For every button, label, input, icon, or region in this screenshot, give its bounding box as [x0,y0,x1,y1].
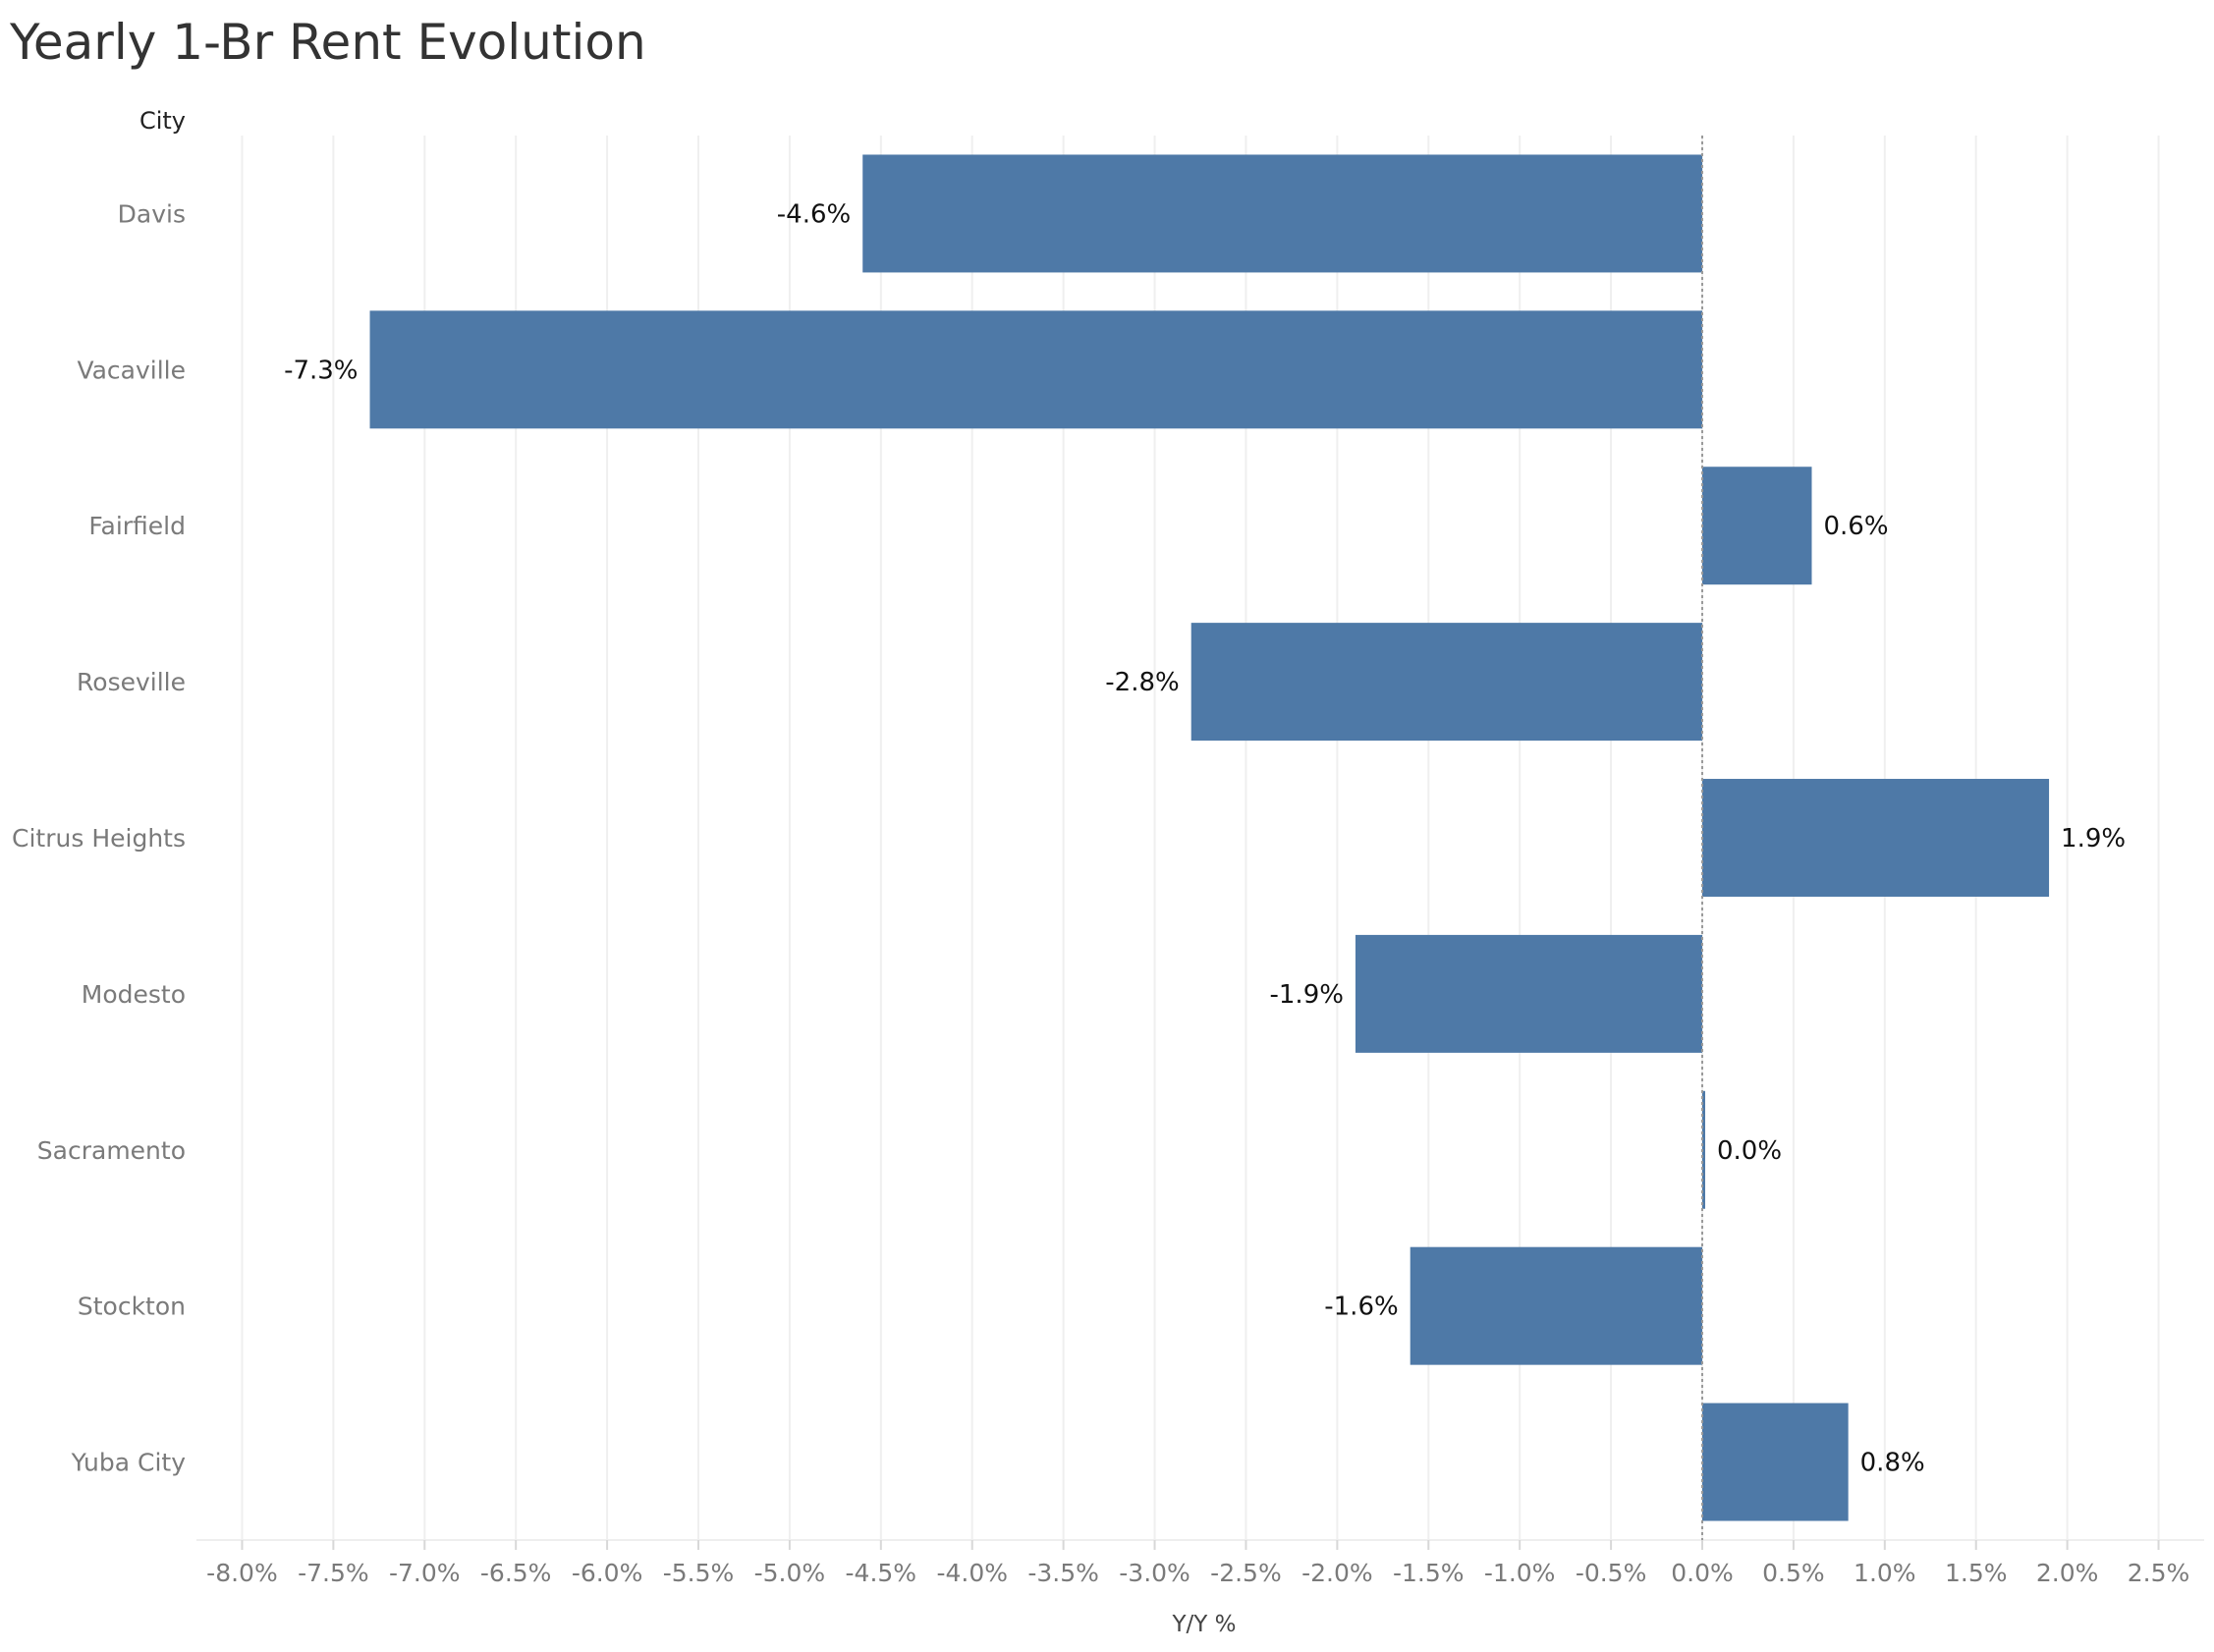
bar [1702,1090,1705,1209]
row-header: City [139,107,186,135]
x-tick-label: -4.0% [936,1559,1008,1587]
data-label: 1.9% [2061,824,2126,854]
category-label: Yuba City [71,1449,187,1477]
x-tick-label: -1.5% [1393,1559,1465,1587]
category-label: Stockton [78,1293,186,1321]
category-label: Modesto [82,980,186,1009]
bar [1355,934,1702,1053]
bar [862,154,1702,273]
category-label: Citrus Heights [12,824,186,853]
x-tick-label: -1.0% [1484,1559,1556,1587]
category-label: Vacaville [77,356,186,384]
x-tick-label: -8.0% [206,1559,278,1587]
x-tick-label: -7.0% [389,1559,461,1587]
category-label: Sacramento [37,1136,186,1165]
data-label: -2.8% [1105,668,1179,697]
category-label: Davis [118,199,186,228]
x-tick-label: -6.5% [480,1559,552,1587]
chart-title: Yearly 1-Br Rent Evolution [10,14,646,71]
x-tick-label: -5.5% [663,1559,735,1587]
data-label: 0.0% [1717,1136,1782,1166]
category-label: Fairfield [88,512,186,540]
bar [1190,623,1702,742]
x-tick-label: -6.0% [572,1559,643,1587]
x-tick-label: -5.0% [754,1559,826,1587]
data-label: -1.9% [1270,980,1344,1010]
data-label: -7.3% [284,356,358,385]
x-tick-label: -2.0% [1301,1559,1373,1587]
data-label: 0.6% [1823,512,1888,541]
x-tick-label: -4.5% [846,1559,917,1587]
bar [1702,1403,1849,1521]
bar [1410,1246,1702,1365]
x-tick-label: 0.0% [1671,1559,1734,1587]
x-tick-label: 0.5% [1762,1559,1825,1587]
data-label: -4.6% [777,199,851,229]
x-tick-label: -3.5% [1027,1559,1099,1587]
x-tick-label: -7.5% [298,1559,369,1587]
category-label: Roseville [77,668,186,696]
data-label: 0.8% [1860,1449,1925,1478]
x-tick-label: -3.0% [1119,1559,1190,1587]
x-axis-title: Y/Y % [1171,1612,1236,1637]
bars [369,154,2050,1521]
x-tick-label: 1.5% [1945,1559,2008,1587]
x-tick-label: -2.5% [1210,1559,1282,1587]
data-label: -1.6% [1324,1293,1398,1322]
x-tick-label: -0.5% [1576,1559,1647,1587]
x-tick-label: 2.5% [2128,1559,2190,1587]
bar [1702,467,1812,585]
labels: -8.0% -7.5% -7.0% -6.5% -6.0% -5.5% -5.0% -4.5%… [12,199,2189,1587]
grid-lines [196,136,2204,1550]
x-tick-label: 1.0% [1854,1559,1916,1587]
bar [369,310,1702,429]
x-tick-label: 2.0% [2036,1559,2099,1587]
bar [1702,779,2050,897]
